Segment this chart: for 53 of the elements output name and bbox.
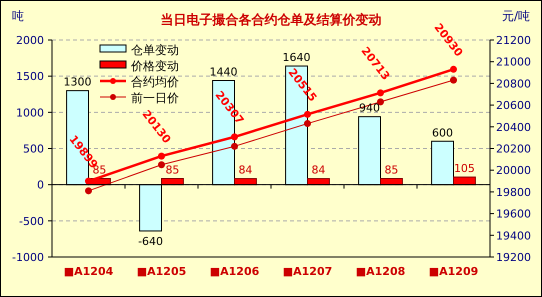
y2-tick-label: 19600 (496, 208, 531, 221)
data-label: 600 (432, 126, 454, 140)
y2-tick-label: 20200 (496, 142, 531, 156)
y2-tick-label: 20400 (496, 120, 531, 134)
chart-title: 当日电子撮合各合约仓单及结算价变动 (160, 12, 382, 28)
y2-tick-label: 19200 (496, 251, 531, 264)
y2-tick-label: 21000 (496, 56, 531, 69)
legend-label: 价格变动 (130, 59, 179, 73)
data-label: 84 (238, 164, 252, 177)
data-label: 1440 (210, 66, 238, 79)
point (85, 187, 92, 194)
data-label: 105 (454, 162, 475, 176)
point (231, 133, 238, 140)
data-label: 85 (165, 164, 180, 177)
point (377, 89, 384, 96)
data-label: 1300 (64, 76, 92, 89)
y2-tick-label: 19800 (496, 186, 531, 199)
point (231, 142, 238, 150)
point (450, 66, 457, 73)
legend-label: 仓单变动 (131, 43, 179, 57)
point (304, 120, 311, 128)
legend-label: 合约均价 (131, 75, 179, 89)
point (158, 152, 165, 160)
point (304, 110, 311, 118)
y-tick-label: 500 (23, 142, 44, 156)
y2-tick-label: 21200 (496, 34, 531, 47)
y2-tick-label: 20000 (496, 164, 531, 178)
data-label: 84 (311, 164, 326, 177)
y2-tick-label: 20800 (496, 77, 531, 90)
x-tick-label: ■A1209 (428, 265, 478, 278)
y2-axis-title: 元/吨 (502, 9, 530, 23)
data-label: -640 (138, 234, 164, 248)
y-tick-label: 2000 (16, 34, 44, 47)
y-axis-title: 吨 (12, 9, 24, 23)
data-label: 1640 (282, 51, 311, 64)
legend-label: 前一日价 (131, 91, 179, 105)
y-tick-label: -1000 (12, 251, 44, 264)
data-label: 85 (384, 164, 398, 177)
point (450, 76, 457, 84)
point (85, 178, 92, 185)
x-tick-label: ■A1206 (210, 265, 260, 278)
x-tick-label: ■A1205 (136, 265, 186, 278)
x-tick-label: ■A1207 (282, 265, 332, 278)
point (158, 161, 165, 168)
y-tick-label: 0 (37, 178, 44, 192)
y-tick-label: -500 (19, 214, 44, 228)
x-tick-label: ■A1208 (356, 265, 406, 278)
data-label: 940 (359, 102, 380, 115)
y-tick-label: 1000 (16, 106, 44, 120)
y2-tick-label: 19400 (496, 229, 531, 242)
x-tick-label: ■A1204 (64, 265, 114, 278)
y2-tick-label: 20600 (496, 99, 531, 112)
y-tick-label: 1500 (16, 70, 44, 84)
